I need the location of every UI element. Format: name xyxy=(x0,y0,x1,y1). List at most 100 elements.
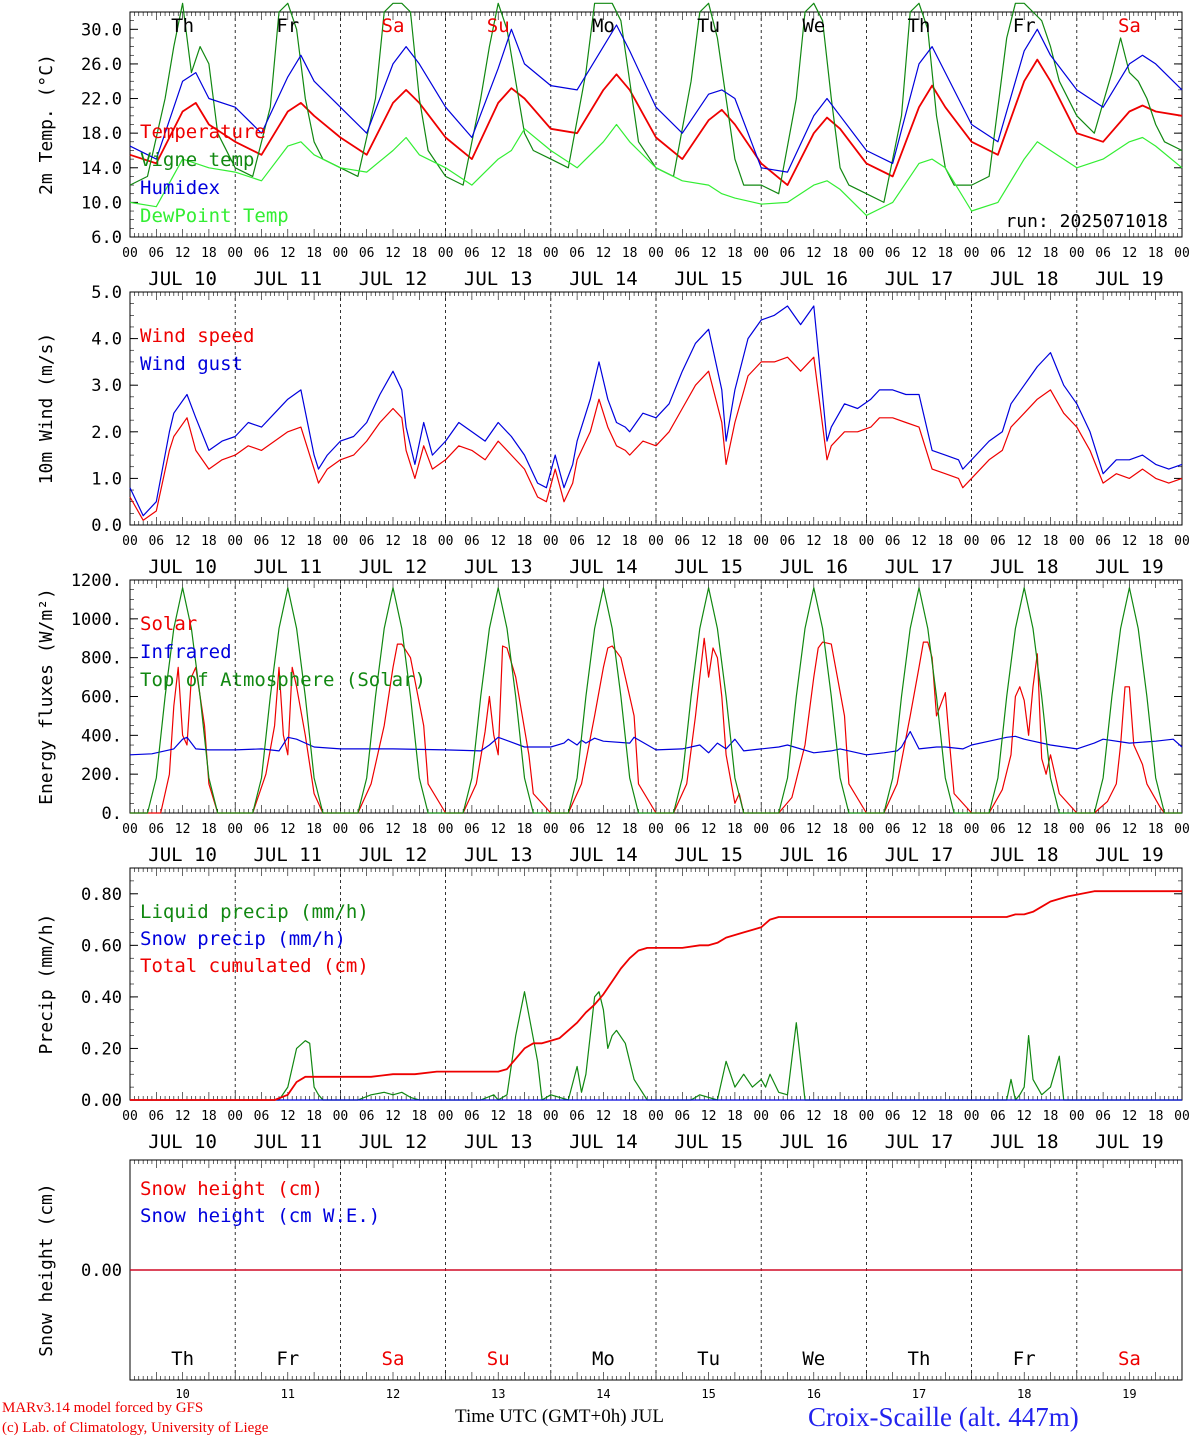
legend-entry: Vigne temp xyxy=(140,149,254,171)
day-label: JUL 10 xyxy=(148,556,217,578)
hour-tick-label: 18 xyxy=(1043,534,1059,549)
hour-tick-label: 06 xyxy=(780,822,796,837)
day-label: JUL 12 xyxy=(359,556,428,578)
hour-tick-label: 00 xyxy=(753,534,769,549)
hour-tick-label: 00 xyxy=(122,534,138,549)
series-line-top-of-atmosphere-solar- xyxy=(130,587,1182,814)
y-tick-label: 18.0 xyxy=(81,124,122,144)
hour-tick-label: 18 xyxy=(306,534,322,549)
weekday-labels-bottom: Th 10 Fr 11 Sa 12 Su 13 Mo 14 Tu 15 We 16 Th 17 Fr 18 Sa 19 xyxy=(171,1348,1141,1401)
series-line-wind-speed xyxy=(129,356,1183,521)
hour-tick-label: 06 xyxy=(359,246,375,261)
panel-precip: 0.00 0.20 0.40 0.60 0.80 Precip (mm/h) Liquid … xyxy=(36,867,1190,1153)
hour-tick-label: 00 xyxy=(1069,1109,1085,1124)
hour-tick-label: 12 xyxy=(806,1109,822,1124)
day-label: JUL 16 xyxy=(779,556,848,578)
hour-tick-label: 12 xyxy=(175,246,191,261)
hour-tick-label: 12 xyxy=(701,246,717,261)
series-line-liquid-precip-mm-h- xyxy=(130,991,1182,1101)
series-line-dewpoint-temp xyxy=(129,123,1183,216)
hour-tick-label: 12 xyxy=(175,534,191,549)
hour-tick-label: 00 xyxy=(859,1109,875,1124)
weekday-labels-top: Th Fr Sa Su Mo Tu We Th Fr Sa xyxy=(171,15,1141,37)
hour-tick-label: 06 xyxy=(674,246,690,261)
y-tick-label: 200. xyxy=(81,765,122,785)
panel-snow: 0.00 Snow height (cm) Snow height (cm) Snow… xyxy=(36,1159,1183,1381)
hour-tick-label: 12 xyxy=(596,246,612,261)
weekday-label: Sa xyxy=(382,15,405,37)
date-label: 12 xyxy=(386,1387,400,1401)
hour-tick-label: 12 xyxy=(280,534,296,549)
hour-tick-label: 00 xyxy=(859,534,875,549)
hour-tick-label: 12 xyxy=(701,822,717,837)
hour-tick-label: 18 xyxy=(411,1109,427,1124)
hour-tick-label: 00 xyxy=(333,246,349,261)
hour-tick-label: 18 xyxy=(306,822,322,837)
hour-tick-label: 18 xyxy=(1148,534,1164,549)
weekday-label: Fr xyxy=(276,1348,299,1370)
hour-tick-label: 18 xyxy=(1043,1109,1059,1124)
day-label: JUL 19 xyxy=(1095,1131,1164,1153)
hour-tick-label: 00 xyxy=(859,822,875,837)
hour-tick-label: 18 xyxy=(832,534,848,549)
day-label: JUL 19 xyxy=(1095,268,1164,290)
hour-tick-label: 18 xyxy=(622,1109,638,1124)
weekday-label: Mo xyxy=(592,15,615,37)
legend-entry: Snow height (cm W.E.) xyxy=(140,1205,380,1227)
day-label: JUL 10 xyxy=(148,1131,217,1153)
day-label: JUL 11 xyxy=(253,844,322,866)
hour-tick-label: 12 xyxy=(911,822,927,837)
day-label: JUL 11 xyxy=(253,268,322,290)
hour-tick-label: 18 xyxy=(411,534,427,549)
hour-tick-label: 06 xyxy=(1095,822,1111,837)
hour-tick-label: 18 xyxy=(727,534,743,549)
hour-tick-label: 18 xyxy=(411,822,427,837)
hour-tick-label: 06 xyxy=(148,1109,164,1124)
y-tick-label: 1.0 xyxy=(91,469,122,489)
weekday-label: Fr xyxy=(1013,1348,1036,1370)
hour-tick-label: 00 xyxy=(333,534,349,549)
day-label: JUL 18 xyxy=(990,1131,1059,1153)
hour-tick-label: 00 xyxy=(753,246,769,261)
hour-tick-label: 00 xyxy=(1174,822,1190,837)
hour-tick-label: 00 xyxy=(1174,246,1190,261)
day-label: JUL 12 xyxy=(359,844,428,866)
hour-tick-label: 00 xyxy=(753,822,769,837)
hour-tick-label: 12 xyxy=(385,246,401,261)
hour-tick-label: 18 xyxy=(937,246,953,261)
hour-tick-label: 18 xyxy=(411,246,427,261)
hour-tick-label: 06 xyxy=(464,246,480,261)
weekday-label: Su xyxy=(487,1348,510,1370)
hour-tick-label: 06 xyxy=(359,822,375,837)
hour-tick-label: 12 xyxy=(1016,534,1032,549)
hour-tick-label: 12 xyxy=(490,1109,506,1124)
hour-tick-label: 06 xyxy=(359,1109,375,1124)
weekday-label: Sa xyxy=(382,1348,405,1370)
weekday-label: Mo xyxy=(592,1348,615,1370)
hour-tick-label: 18 xyxy=(201,534,217,549)
day-label: JUL 17 xyxy=(885,556,954,578)
hour-tick-label: 18 xyxy=(832,822,848,837)
model-credit: MARv3.14 model forced by GFS xyxy=(2,1400,204,1416)
day-label: JUL 11 xyxy=(253,1131,322,1153)
day-label: JUL 14 xyxy=(569,1131,638,1153)
hour-tick-label: 12 xyxy=(596,1109,612,1124)
hour-tick-label: 00 xyxy=(438,822,454,837)
hour-tick-label: 06 xyxy=(359,534,375,549)
y-tick-label: 0.0 xyxy=(91,516,122,536)
hour-tick-label: 00 xyxy=(648,534,664,549)
y-tick-label: 3.0 xyxy=(91,376,122,396)
hour-tick-label: 00 xyxy=(227,1109,243,1124)
day-label: JUL 14 xyxy=(569,556,638,578)
hour-tick-label: 18 xyxy=(306,1109,322,1124)
day-label: JUL 13 xyxy=(464,268,533,290)
day-label: JUL 15 xyxy=(674,844,743,866)
hour-tick-label: 00 xyxy=(1069,822,1085,837)
y-axis-title: 2m Temp. (°C) xyxy=(36,54,57,195)
series-line-wind-gust xyxy=(129,305,1183,517)
legend-entry: Solar xyxy=(140,613,197,635)
weekday-label: Fr xyxy=(276,15,299,37)
hour-tick-label: 06 xyxy=(569,822,585,837)
hour-tick-label: 18 xyxy=(517,822,533,837)
date-label: 14 xyxy=(596,1387,610,1401)
